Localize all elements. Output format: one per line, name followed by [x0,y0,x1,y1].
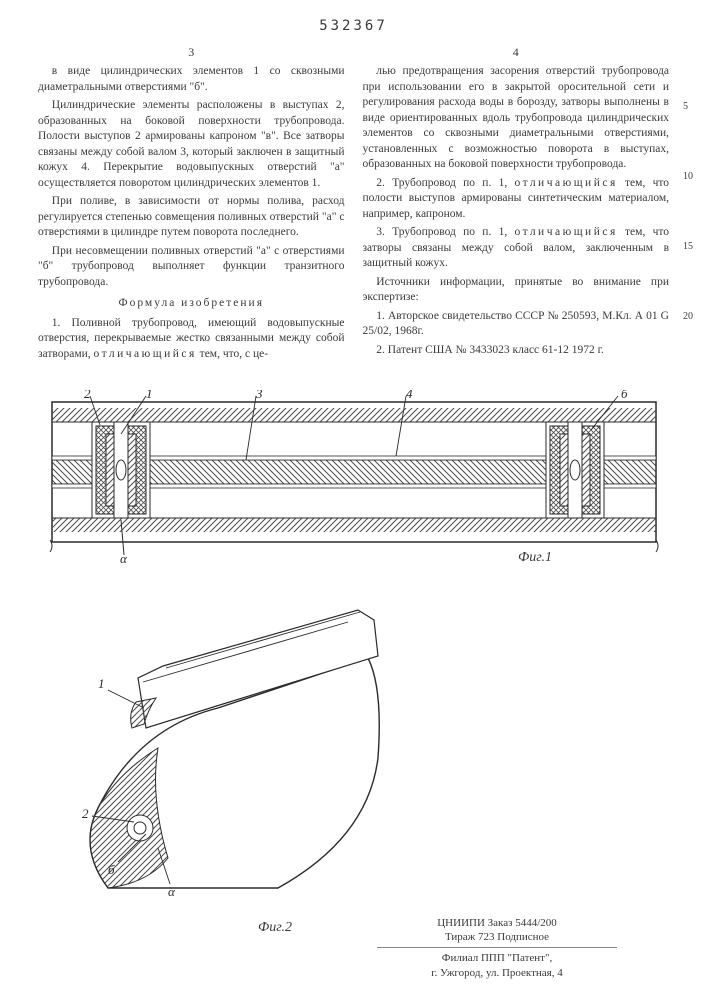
source-2: 2. Патент США № 3433023 класс 61-12 1972… [363,343,670,359]
line-marker: 5 [683,102,688,112]
footer-rule [377,947,617,948]
left-p3: При поливе, в зависимости от нормы полив… [38,194,345,241]
line-marker: 10 [683,172,693,182]
left-p4: При несовмещении поливных отверстий "а" … [38,244,345,291]
claim-3: 3. Трубопровод по п. 1, отличающийся тем… [363,225,670,272]
footer-line3: Филиал ППП "Патент", [327,951,667,965]
fig1-label-3: 3 [255,390,263,401]
claim-1: 1. Поливной трубопровод, имеющий водовып… [38,316,345,363]
left-p1: в виде цилиндрических элементов 1 со скв… [38,64,345,95]
fig1-label-1: 1 [146,390,153,401]
line-marker: 20 [683,312,693,322]
left-column: 3 в виде цилиндрических элементов 1 со с… [38,44,345,382]
footer-line4: г. Ужгород, ул. Проектная, 4 [327,966,667,980]
left-p2: Цилиндрические элементы расположены в вы… [38,98,345,191]
page-number-right: 4 [363,44,670,60]
fig1-label-b: б [621,390,628,401]
imprint-footer: ЦНИИПИ Заказ 5444/200 Тираж 723 Подписно… [327,916,667,980]
two-column-text: 3 в виде цилиндрических элементов 1 со с… [38,44,669,382]
claim-2: 2. Трубопровод по п. 1, отличающийся тем… [363,176,670,223]
right-p1: лью предотвращения засорения отверстий т… [363,64,670,173]
fig2-label-a: α [168,884,176,899]
fig1-caption: Фиг.1 [518,550,552,566]
fig2-label-2: 2 [82,806,89,821]
fig1-label-2: 2 [84,390,91,401]
fig2-label-b: б [108,862,115,877]
figure-1: 2 1 3 4 б α [46,390,666,570]
patent-number: 532367 [38,18,669,34]
figure-2: 2 1 б α [48,598,388,938]
line-marker: 15 [683,242,693,252]
fig1-label-4: 4 [406,390,413,401]
formula-heading: Формула изобретения [38,296,345,312]
sources-heading: Источники информации, принятые во вниман… [363,275,670,306]
footer-line1: ЦНИИПИ Заказ 5444/200 [327,916,667,930]
footer-line2: Тираж 723 Подписное [327,930,667,944]
right-column: 4 лью предотвращения засорения отверстий… [363,44,670,382]
fig2-label-1: 1 [98,676,105,691]
page-number-left: 3 [38,44,345,60]
fig2-caption: Фиг.2 [258,920,292,936]
source-1: 1. Авторское свидетельство СССР № 250593… [363,309,670,340]
